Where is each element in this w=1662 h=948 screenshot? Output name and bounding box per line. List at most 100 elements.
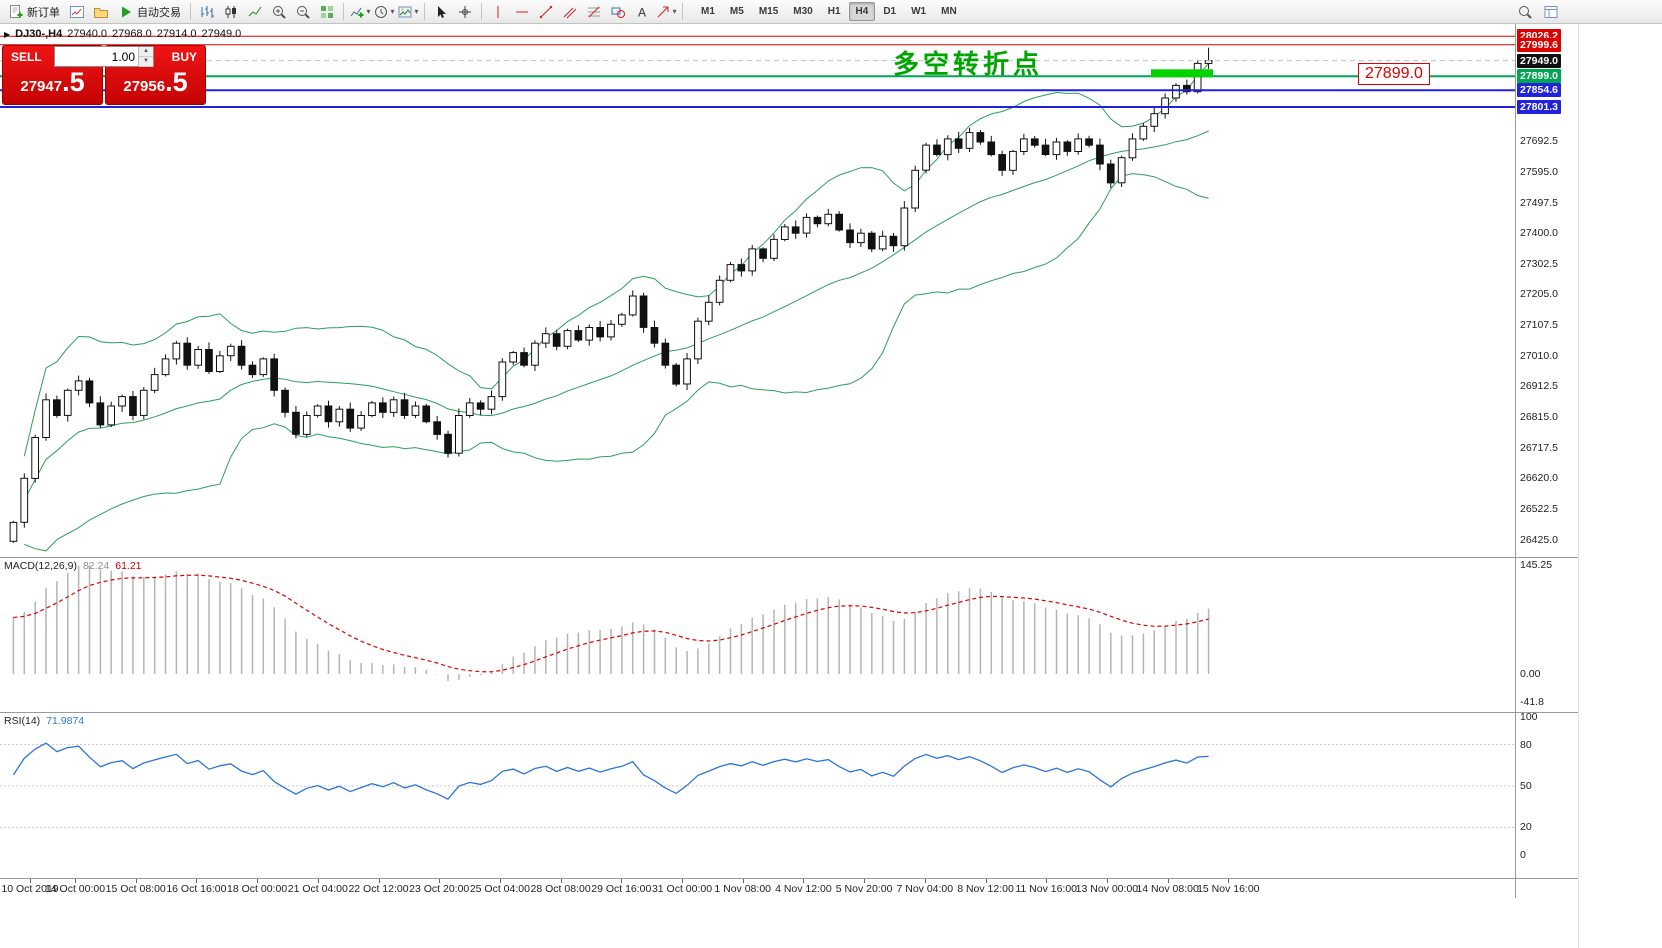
symbol-ohlc-info: ▶ DJ30-,H4 27940.0 27968.0 27914.0 27949…: [4, 28, 241, 40]
price-scale-tick: 27692.5: [1520, 135, 1558, 148]
rsi-indicator-header: RSI(14) 71.9874: [4, 715, 84, 727]
one-click-toggle-icon[interactable]: ▶: [4, 29, 11, 39]
cursor-tool-button[interactable]: [430, 2, 452, 22]
channel-icon: [562, 4, 578, 20]
timeframe-button-h1[interactable]: H1: [827, 6, 841, 17]
channel-tool-button[interactable]: [559, 2, 581, 22]
data-window-button[interactable]: [1540, 2, 1562, 22]
main-toolbar: 新订单 自动交易 ▾ ▾ ▾ A ▾ M1 M5 M15 M30 H1 H4 D1 W1 MN: [0, 0, 1662, 24]
price-scale-tick: 27205.0: [1520, 288, 1558, 301]
fibonacci-tool-button[interactable]: [583, 2, 605, 22]
time-axis-tick: [803, 879, 805, 883]
price-scale-tick: 27010.0: [1520, 349, 1558, 362]
horizontal-line-tool-button[interactable]: [511, 2, 533, 22]
time-axis-tick: [682, 879, 683, 883]
new-order-icon: [8, 4, 24, 20]
clock-icon: [373, 4, 389, 20]
arrows-tool-button[interactable]: ▾: [655, 2, 677, 22]
volume-up-button[interactable]: ▲: [139, 47, 153, 57]
zoom-out-button[interactable]: [292, 2, 314, 22]
time-axis-label: 4 Nov 12:00: [775, 883, 832, 895]
timeframe-button-mn[interactable]: MN: [941, 6, 957, 17]
arrow-icon: [655, 4, 671, 20]
time-axis-tick: [378, 879, 380, 883]
rsi-value: 71.9874: [46, 715, 85, 727]
zoom-in-button[interactable]: [268, 2, 290, 22]
fibonacci-icon: [586, 4, 602, 20]
periods-button[interactable]: ▾: [373, 2, 395, 22]
time-axis-tick: [924, 879, 926, 883]
toolbar-separator: [190, 3, 191, 20]
line-chart-icon: [247, 4, 263, 20]
timeframe-button-m1[interactable]: M1: [701, 6, 715, 17]
macd-signal-value: 61.21: [115, 560, 142, 572]
crosshair-tool-button[interactable]: [454, 2, 476, 22]
chart-window-button[interactable]: [66, 2, 88, 22]
time-axis-tick: [317, 879, 319, 883]
new-order-button[interactable]: 新订单: [4, 2, 64, 22]
volume-field: ▲ ▼: [54, 46, 154, 67]
pane-separator[interactable]: [0, 712, 1578, 713]
volume-spinner: ▲ ▼: [138, 47, 153, 67]
macd-pane[interactable]: [0, 557, 1515, 712]
time-axis-label: 31 Oct 00:00: [651, 883, 713, 895]
chart-annotation-text: 多空转折点: [893, 49, 1044, 79]
toolbar-separator: [682, 3, 683, 20]
volume-input[interactable]: [55, 47, 138, 66]
volume-down-button[interactable]: ▼: [139, 57, 153, 67]
main-chart[interactable]: [0, 24, 1515, 557]
shapes-tool-button[interactable]: [607, 2, 629, 22]
rsi-pane[interactable]: [0, 712, 1515, 878]
pane-separator: [0, 878, 1578, 879]
time-axis-tick: [1106, 879, 1108, 883]
price-scale[interactable]: 27985.027887.527790.027692.527595.027497…: [1516, 24, 1578, 898]
timeframe-button-w1[interactable]: W1: [911, 6, 927, 17]
candlestick-mode-button[interactable]: [220, 2, 242, 22]
indicators-button[interactable]: ▾: [349, 2, 371, 22]
tile-windows-icon: [319, 4, 335, 20]
toolbar-separator: [481, 3, 482, 20]
trendline-tool-button[interactable]: [535, 2, 557, 22]
profiles-button[interactable]: [90, 2, 112, 22]
templates-button[interactable]: ▾: [397, 2, 419, 22]
sell-button[interactable]: SELL 27947.5: [2, 45, 103, 105]
time-axis-tick: [135, 879, 137, 883]
timeframe-button-m30[interactable]: M30: [793, 6, 813, 17]
pane-separator[interactable]: [0, 557, 1578, 558]
search-button[interactable]: [1514, 2, 1536, 22]
timeframe-button-h4[interactable]: H4: [848, 2, 876, 21]
line-chart-mode-button[interactable]: [244, 2, 266, 22]
price-scale-tick: 27497.5: [1520, 196, 1558, 209]
time-axis-label: 28 Oct 08:00: [530, 883, 591, 895]
time-axis-label: 10 Oct 2019: [1, 883, 59, 895]
time-axis-label: 11 Nov 16:00: [1015, 883, 1078, 895]
rsi-scale-tick: 0: [1520, 849, 1526, 861]
buy-label: BUY: [171, 50, 197, 64]
tile-windows-button[interactable]: [316, 2, 338, 22]
macd-main-value: 82.24: [82, 560, 110, 572]
chart-window-icon: [69, 4, 85, 20]
price-scale-tag: 27999.6: [1517, 37, 1561, 52]
time-axis-tick: [257, 879, 259, 883]
vertical-line-tool-button[interactable]: [487, 2, 509, 22]
price-scale-tick: 26522.5: [1520, 502, 1558, 515]
time-axis-tick: [1167, 879, 1169, 883]
auto-trading-button[interactable]: 自动交易: [114, 2, 185, 22]
time-axis-tick: [75, 879, 76, 883]
low-value: 27914.0: [156, 28, 197, 40]
search-icon: [1517, 4, 1533, 20]
text-tool-button[interactable]: A: [631, 2, 653, 22]
time-axis-label: 18 Oct 00:00: [227, 883, 288, 895]
time-axis-label: 25 Oct 04:00: [469, 883, 530, 895]
text-icon: A: [634, 4, 650, 20]
price-scale-tag: 27854.6: [1517, 83, 1561, 98]
macd-scale-tick: -41.8: [1520, 696, 1544, 708]
time-axis-label: 14 Nov 08:00: [1136, 883, 1199, 895]
time-axis[interactable]: 10 Oct 2019 14 Oct 00:00 15 Oct 08:00 16 Oc…: [0, 879, 1516, 898]
bar-chart-mode-button[interactable]: [196, 2, 218, 22]
timeframe-button-m15[interactable]: M15: [758, 6, 779, 17]
timeframe-button-m5[interactable]: M5: [729, 6, 744, 17]
rsi-scale-tick: 20: [1520, 821, 1532, 833]
timeframe-button-d1[interactable]: D1: [883, 6, 897, 17]
zoom-out-icon: [295, 4, 311, 20]
